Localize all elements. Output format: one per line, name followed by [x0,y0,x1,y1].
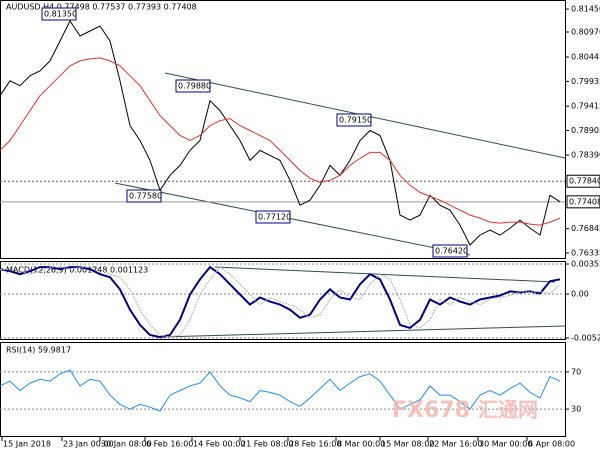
watermark: 汇通网 [478,398,538,422]
level-label: 0.77840 [569,177,600,186]
macd-trend-upper [214,266,556,283]
panel-title: MACD(12,26,9) 0.001748 0.001123 [6,266,148,275]
annotation: 0.77580 [129,192,162,201]
y-tick-label: 0.80445 [571,53,600,62]
y-tick-label: 0.79415 [571,102,600,111]
y-tick-label: 0.00 [571,290,589,299]
x-tick-label: 30 Jan 08:00 [101,440,152,449]
y-tick-label: 0.003559 [571,260,600,269]
annotation: 0.81350 [44,10,77,19]
x-tick-label: 23 Jan 00:00 [63,440,114,449]
annotation: 0.79880 [178,82,211,91]
x-tick-label: 21 Feb 08:00 [241,440,293,449]
x-tick-label: 14 Feb 00:00 [193,440,245,449]
annotation-box [175,79,211,93]
series-line [0,266,561,338]
plot-layer: AUDUSD,H4 0.77498 0.77537 0.77393 0.7740… [0,3,600,449]
x-tick-label: 15 Mar 08:00 [381,440,434,449]
annotation-box [255,210,291,224]
annotation: 0.77120 [258,213,291,222]
annotation: 0.79150 [339,116,372,125]
x-tick-label: 6 Apr 08:00 [528,440,575,449]
x-tick-label: 15 Jan 2018 [3,440,51,449]
watermark: FX678 [392,398,470,423]
y-tick-label: 30 [571,405,581,414]
panel-title: AUDUSD,H4 0.77498 0.77537 0.77393 0.7740… [6,3,197,12]
annotation-box [126,189,162,203]
y-tick-label: 0.76845 [571,224,600,233]
series-line [0,20,561,246]
x-tick-label: 28 Feb 16:00 [289,440,341,449]
x-tick-label: 8 Mar 00:00 [337,440,385,449]
y-tick-label: 70 [571,367,581,376]
channel-lower [114,182,471,256]
y-tick-label: 0.76335 [571,248,600,257]
price-panel [0,0,566,259]
x-tick-label: 22 Mar 16:00 [429,440,482,449]
annotation-box [432,244,468,258]
annotation-box [336,113,372,127]
series-line [0,369,561,412]
series-line [0,265,561,339]
series-line [0,57,561,226]
panel-title: RSI(14) 59.9817 [6,346,71,355]
level-label-box [566,174,600,188]
annotation-box [41,7,77,21]
last-price-label: 0.77408 [569,197,600,206]
macd-trend-lower [159,325,566,338]
y-tick-label: 0.78905 [571,126,600,135]
y-tick-label: 0.79935 [571,77,600,86]
macd-panel [0,261,566,340]
x-tick-label: 30 Mar 00:00 [479,440,532,449]
y-tick-label: -0.005207 [571,334,600,343]
x-tick-label: 6 Feb 16:00 [146,440,193,449]
last-price-box [566,195,600,209]
rsi-panel [0,342,566,437]
annotation: 0.76420 [435,247,468,256]
